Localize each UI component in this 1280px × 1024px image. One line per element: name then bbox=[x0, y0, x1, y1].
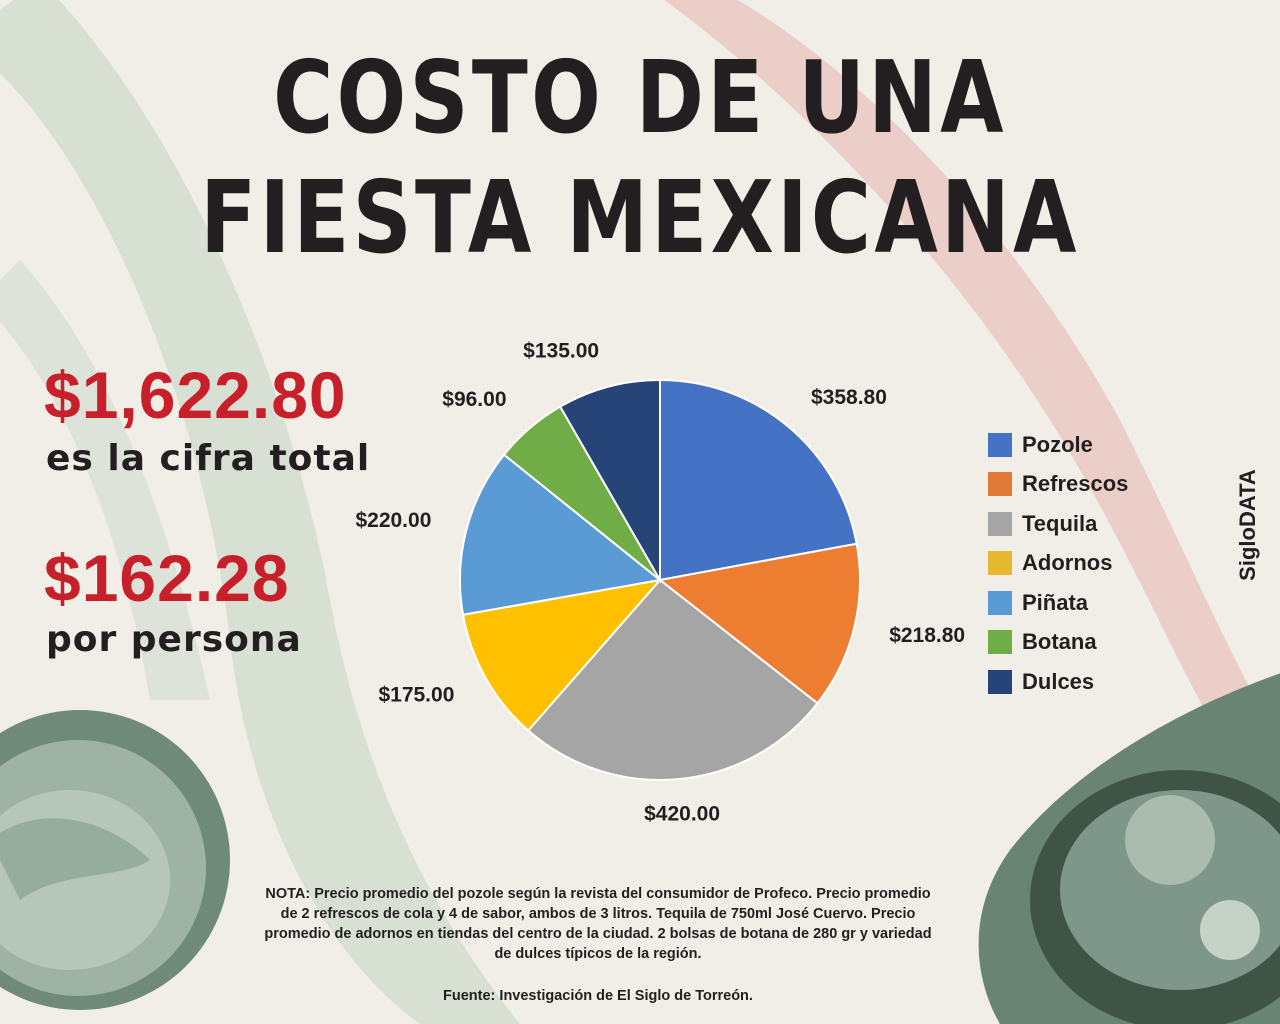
legend-label: Adornos bbox=[1022, 550, 1113, 576]
legend-swatch bbox=[988, 630, 1012, 655]
legend-item-dulces: Dulces bbox=[988, 662, 1128, 702]
data-label-botana: $96.00 bbox=[442, 388, 506, 411]
legend-swatch bbox=[988, 472, 1012, 497]
green-brush-stroke bbox=[0, 0, 520, 1024]
legend-item-botana: Botana bbox=[988, 623, 1128, 663]
pie-slice-tequila bbox=[526, 578, 819, 781]
footnote-text: NOTA: Precio promedio del pozole según l… bbox=[264, 886, 932, 962]
legend-swatch bbox=[988, 590, 1012, 615]
legend-label: Refrescos bbox=[1022, 471, 1129, 497]
legend-swatch bbox=[988, 669, 1012, 694]
bowl-image-left bbox=[0, 710, 230, 1010]
total-cost-value: $1,622.80 bbox=[44, 358, 347, 432]
data-label-pinata: $220.00 bbox=[355, 509, 431, 532]
legend-item-adornos: Adornos bbox=[988, 544, 1128, 584]
legend-swatch bbox=[988, 432, 1012, 457]
legend-label: Dulces bbox=[1022, 668, 1095, 694]
per-person-label: por persona bbox=[46, 619, 302, 660]
pie-slice-refrescos bbox=[657, 542, 861, 705]
pie-slice-pinata bbox=[459, 453, 663, 616]
legend-swatch bbox=[988, 551, 1012, 576]
legend-item-pinata: Piñata bbox=[988, 583, 1128, 623]
title-line-2: FIESTA MEXICANA bbox=[200, 159, 1080, 276]
bowl-image-right bbox=[978, 673, 1280, 1024]
brand-logo-text: SigloDATA bbox=[1235, 469, 1260, 581]
per-person-value: $162.28 bbox=[44, 541, 290, 615]
data-label-adornos: $175.00 bbox=[378, 683, 454, 706]
legend-item-pozole: Pozole bbox=[988, 425, 1128, 465]
data-label-tequila: $420.00 bbox=[644, 803, 720, 826]
pie-slice-dulces bbox=[558, 378, 661, 584]
legend-label: Botana bbox=[1022, 629, 1097, 655]
title-line-1: COSTO DE UNA bbox=[273, 39, 1007, 156]
data-label-dulces: $135.00 bbox=[523, 340, 599, 363]
pie-slice-pozole bbox=[659, 378, 858, 582]
total-cost-label: es la cifra total bbox=[46, 438, 371, 479]
chart-legend: Pozole Refrescos Tequila Adornos Piñata Botan… bbox=[988, 425, 1128, 702]
legend-label: Piñata bbox=[1022, 589, 1089, 615]
legend-item-tequila: Tequila bbox=[988, 504, 1128, 544]
legend-item-refrescos: Refrescos bbox=[988, 465, 1128, 505]
data-label-refrescos: $218.80 bbox=[889, 624, 965, 647]
green-brush-stroke-2 bbox=[0, 260, 210, 700]
legend-label: Tequila bbox=[1022, 510, 1098, 536]
legend-label: Pozole bbox=[1022, 431, 1093, 457]
source-text: Fuente: Investigación de El Siglo de Tor… bbox=[443, 988, 753, 1004]
legend-swatch bbox=[988, 511, 1012, 536]
pie-slice-adornos bbox=[461, 578, 663, 732]
data-label-pozole: $358.80 bbox=[811, 386, 887, 409]
